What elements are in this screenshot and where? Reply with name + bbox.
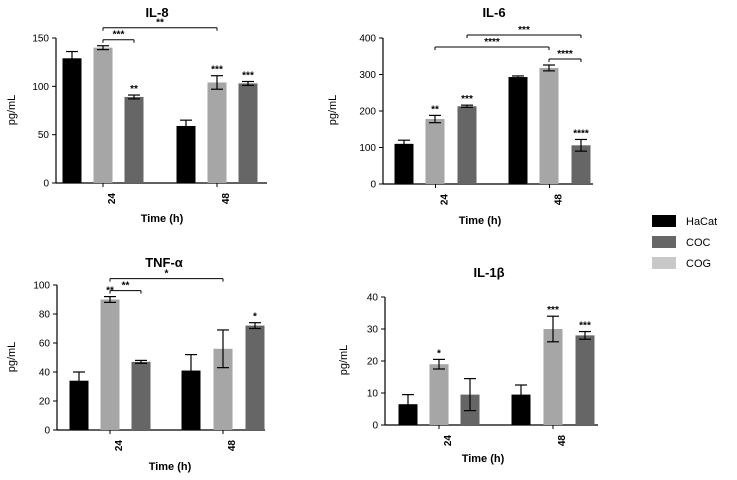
y-tick-label: 20: [39, 397, 51, 408]
y-tick-label: 60: [39, 339, 51, 350]
bar: [575, 335, 595, 425]
y-tick-label: 150: [32, 34, 49, 45]
x-tick-label: 48: [227, 440, 238, 452]
bracket-label: **: [156, 18, 164, 29]
y-tick-label: 0: [370, 180, 376, 191]
bar: [124, 96, 144, 183]
legend-label: COG: [686, 258, 711, 270]
y-tick-label: 20: [367, 357, 379, 368]
significance-label: **: [130, 84, 138, 95]
bracket-label: ***: [518, 25, 530, 36]
x-tick-label: 48: [221, 193, 232, 205]
significance-label: *: [437, 348, 441, 359]
y-axis-label: pg/mL: [338, 345, 350, 376]
bracket-label: ***: [113, 30, 125, 41]
chart-title: IL-6: [482, 5, 505, 20]
bar: [394, 143, 414, 184]
legend: HaCat COC COG: [652, 215, 717, 270]
legend-swatch: [652, 215, 676, 227]
bar: [181, 370, 201, 430]
y-axis-label: pg/mL: [6, 95, 18, 126]
legend-label: HaCat: [686, 216, 717, 228]
y-tick-label: 0: [43, 179, 49, 190]
legend-swatch: [652, 236, 676, 248]
x-tick-label: 48: [557, 435, 568, 447]
y-axis-label: pg/mL: [6, 342, 18, 373]
bar: [511, 394, 531, 425]
significance-label: ***: [242, 71, 254, 82]
significance-label: ***: [211, 65, 223, 76]
y-tick-label: 300: [359, 70, 376, 81]
x-axis-label: Time (h): [141, 213, 184, 225]
bar: [245, 325, 265, 430]
y-tick-label: 100: [359, 143, 376, 154]
x-axis-label: Time (h): [459, 215, 502, 227]
significance-label: *: [253, 312, 257, 323]
bar: [571, 145, 591, 184]
x-tick-label: 24: [440, 194, 451, 206]
bar: [429, 364, 449, 425]
y-tick-label: 100: [33, 281, 50, 292]
y-tick-label: 40: [39, 368, 51, 379]
legend-label: COC: [686, 237, 711, 249]
bar: [425, 119, 445, 184]
x-axis-label: Time (h): [462, 453, 505, 465]
significance-label: ***: [547, 305, 559, 316]
bracket-label: **: [122, 281, 130, 292]
y-tick-label: 10: [367, 389, 379, 400]
bar: [62, 58, 82, 183]
chart-title: TNF-α: [145, 255, 183, 270]
significance-label: ***: [461, 94, 473, 105]
bar: [398, 404, 418, 425]
bar: [543, 329, 563, 425]
bar: [238, 83, 258, 183]
bar: [508, 77, 528, 184]
y-tick-label: 200: [359, 107, 376, 118]
y-axis-label: pg/mL: [327, 95, 339, 126]
y-tick-label: 100: [32, 82, 49, 93]
y-tick-label: 0: [372, 421, 378, 432]
bar: [131, 361, 151, 430]
x-tick-label: 24: [107, 193, 118, 205]
bracket-label: ****: [557, 49, 573, 60]
significance-label: **: [431, 104, 439, 115]
bracket-label: ****: [484, 37, 500, 48]
y-tick-label: 80: [39, 310, 51, 321]
bar: [207, 82, 227, 183]
y-tick-label: 30: [367, 325, 379, 336]
y-tick-label: 40: [367, 293, 379, 304]
bar: [93, 47, 113, 183]
significance-label: ****: [573, 128, 589, 139]
significance-label: ***: [579, 321, 591, 332]
bar: [69, 380, 89, 430]
bar: [100, 299, 120, 430]
chart-title: IL-1β: [473, 265, 504, 280]
y-tick-label: 0: [44, 426, 50, 437]
bar: [457, 106, 477, 184]
bar: [176, 125, 196, 183]
legend-swatch: [652, 257, 676, 269]
x-tick-label: 24: [114, 440, 125, 452]
y-tick-label: 50: [38, 130, 50, 141]
bracket-label: *: [165, 269, 169, 280]
bar: [539, 67, 559, 184]
chart-title: IL-8: [145, 5, 168, 20]
bar: [213, 348, 233, 430]
x-tick-label: 48: [554, 194, 565, 206]
x-tick-label: 24: [443, 435, 454, 447]
y-tick-label: 400: [359, 34, 376, 45]
x-axis-label: Time (h): [149, 461, 192, 473]
